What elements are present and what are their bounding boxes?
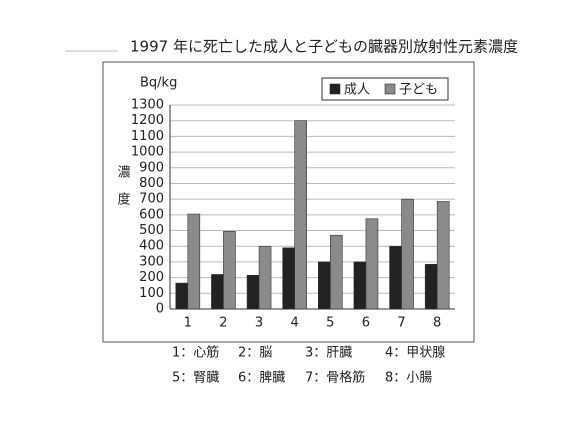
bar: [282, 247, 295, 310]
bar: [175, 282, 189, 310]
bar: [365, 218, 379, 310]
bar: [211, 274, 224, 310]
category-key: 3：肝臓: [305, 346, 352, 361]
x-tick-label: 7: [397, 316, 405, 331]
category-key: 6：脾臓: [238, 371, 285, 386]
bar: [318, 261, 331, 310]
y-tick-label: 1300: [131, 98, 164, 113]
category-key: 7：骨格筋: [305, 370, 365, 386]
x-tick-label: 2: [219, 316, 227, 331]
x-tick-label: 6: [362, 316, 370, 331]
bar: [246, 274, 260, 310]
y-tick-label: 1000: [131, 145, 164, 160]
category-key: 1：心筋: [172, 345, 219, 361]
y-tick-label: 100: [139, 286, 164, 301]
y-unit: Bq/kg: [140, 76, 177, 91]
chart-title: 1997 年に死亡した成人と子どもの臓器別放射性元素濃度: [130, 38, 518, 56]
legend-label: 子ども: [399, 83, 438, 98]
legend-swatch: [384, 83, 396, 95]
y-tick-label: 1100: [131, 129, 164, 144]
category-key: 2：脳: [238, 346, 272, 361]
bar: [401, 198, 414, 310]
y-tick-label: 400: [139, 239, 164, 254]
bar: [424, 263, 438, 310]
y-tick-label: 900: [139, 160, 164, 175]
y-tick-label: 700: [139, 192, 164, 207]
category-key: 5：腎臓: [172, 371, 219, 386]
bar: [258, 245, 272, 310]
x-tick-label: 5: [326, 316, 334, 331]
y-tick-label: 1200: [131, 113, 164, 128]
bar: [330, 234, 343, 310]
y-axis-label: 濃度: [115, 165, 131, 219]
y-tick-label: 300: [139, 254, 164, 269]
y-tick-label: 600: [139, 207, 164, 222]
legend-swatch: [329, 83, 341, 95]
y-tick-label: 200: [139, 270, 164, 285]
bar: [436, 201, 450, 310]
bar: [294, 120, 307, 310]
x-tick-label: 4: [291, 316, 299, 331]
category-key: 8：小腸: [385, 371, 432, 386]
bar: [389, 245, 402, 310]
chart-frame: [102, 61, 475, 343]
legend-label: 成人: [344, 83, 370, 98]
y-tick-label: 800: [139, 176, 164, 191]
x-tick-label: 8: [433, 316, 441, 331]
x-tick-label: 3: [255, 316, 263, 331]
bar: [223, 231, 236, 310]
category-key: 4：甲状腺: [385, 346, 445, 361]
y-tick-label: 500: [139, 223, 164, 238]
bar: [187, 213, 201, 310]
y-tick-label: 0: [156, 302, 164, 317]
x-tick-label: 1: [184, 316, 192, 331]
bar: [353, 261, 367, 310]
